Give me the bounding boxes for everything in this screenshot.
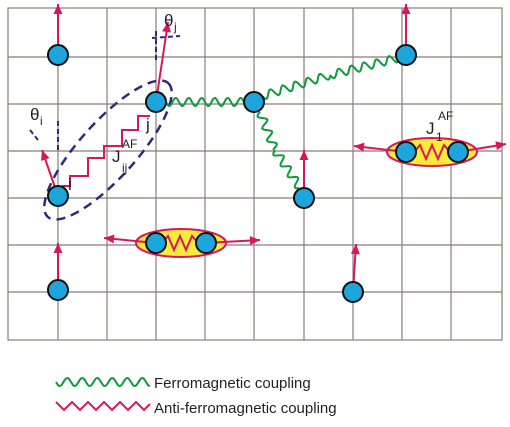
coupling-label: J bbox=[112, 147, 121, 166]
spin-head bbox=[401, 4, 411, 14]
coupling-label-sub: 1 bbox=[436, 130, 443, 144]
spin-head bbox=[495, 141, 506, 151]
spin-head bbox=[299, 150, 309, 160]
spin-head bbox=[249, 236, 260, 246]
site bbox=[145, 232, 167, 254]
fm-coupling bbox=[272, 149, 300, 190]
site bbox=[195, 232, 217, 254]
angle-label: θ bbox=[164, 11, 173, 30]
site bbox=[447, 141, 469, 163]
fm-coupling bbox=[165, 96, 245, 108]
spin-head bbox=[41, 150, 50, 161]
coupling-label-sub: ij bbox=[122, 161, 127, 175]
lattice-grid bbox=[7, 7, 503, 341]
site bbox=[243, 91, 265, 113]
angle-label-sub: i bbox=[40, 114, 43, 128]
spin-shaft bbox=[155, 21, 169, 103]
spin-head bbox=[53, 4, 63, 14]
legend-fm-symbol bbox=[55, 376, 151, 388]
spin-head bbox=[104, 234, 115, 244]
af-coupling bbox=[62, 115, 150, 187]
angle-label-sub: j bbox=[173, 20, 177, 34]
fm-coupling bbox=[261, 72, 332, 100]
site bbox=[395, 141, 417, 163]
spin-arrow bbox=[155, 21, 171, 103]
fm-coupling bbox=[256, 111, 278, 151]
coupling-label-sup: AF bbox=[122, 137, 137, 151]
site bbox=[293, 187, 315, 209]
site bbox=[47, 185, 69, 207]
site bbox=[47, 279, 69, 301]
spin-head bbox=[354, 142, 365, 152]
spin-head bbox=[53, 243, 63, 253]
angle-marker bbox=[29, 120, 59, 150]
site bbox=[47, 44, 69, 66]
af-coupling bbox=[161, 233, 199, 253]
coupling-label-sup: AF bbox=[438, 109, 453, 123]
spin-head bbox=[350, 244, 360, 255]
legend-label: Ferromagnetic coupling bbox=[154, 375, 311, 392]
angle-marker bbox=[151, 30, 181, 60]
site-label: j bbox=[145, 115, 150, 134]
pair-ellipse bbox=[43, 79, 173, 221]
fm-coupling bbox=[329, 55, 400, 80]
site-label: i bbox=[68, 175, 72, 194]
spin-head bbox=[162, 22, 171, 33]
nodes bbox=[47, 44, 469, 303]
site bbox=[145, 91, 167, 113]
coupling-label: J bbox=[426, 119, 435, 138]
legend-af-symbol bbox=[55, 400, 151, 412]
site bbox=[395, 44, 417, 66]
angle-label: θ bbox=[30, 105, 39, 124]
legend-label: Anti-ferromagnetic coupling bbox=[154, 400, 337, 417]
af-coupling bbox=[413, 142, 451, 162]
site bbox=[342, 281, 364, 303]
